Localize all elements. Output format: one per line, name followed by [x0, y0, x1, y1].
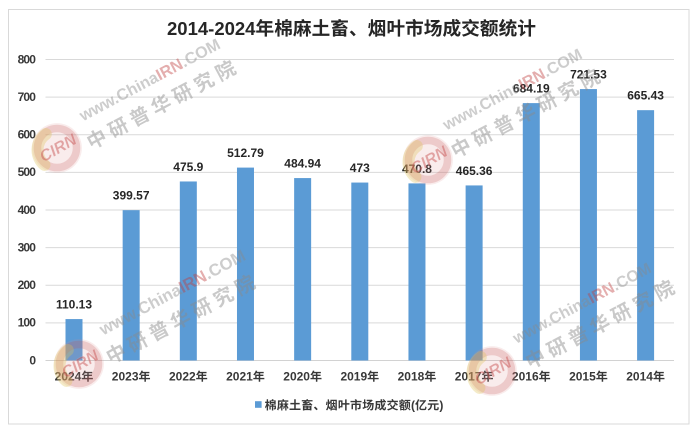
svg-text:600: 600	[18, 128, 37, 142]
svg-text:400: 400	[18, 203, 37, 217]
svg-text:110.13: 110.13	[56, 298, 92, 312]
svg-text:484.94: 484.94	[284, 157, 321, 171]
svg-text:684.19: 684.19	[513, 82, 550, 96]
svg-text:100: 100	[18, 316, 37, 330]
svg-text:300: 300	[18, 240, 37, 254]
svg-text:2018: 2018	[398, 370, 425, 384]
svg-text:665.43: 665.43	[627, 89, 664, 103]
svg-text:721.53: 721.53	[570, 68, 607, 82]
svg-text:2021: 2021	[226, 370, 253, 384]
svg-text:800: 800	[18, 52, 37, 66]
svg-text:700: 700	[18, 90, 37, 104]
svg-text:2014-2024: 2014-2024	[167, 18, 256, 39]
svg-text:2015: 2015	[569, 370, 596, 384]
svg-text:200: 200	[18, 278, 37, 292]
svg-text:465.36: 465.36	[456, 164, 493, 178]
svg-text:500: 500	[18, 165, 37, 179]
svg-text:2016: 2016	[512, 370, 539, 384]
svg-text:): )	[439, 398, 443, 412]
svg-text:(: (	[411, 398, 415, 412]
svg-text:2020: 2020	[283, 370, 310, 384]
svg-text:0: 0	[29, 353, 36, 367]
svg-text:2019: 2019	[340, 370, 367, 384]
svg-text:2014: 2014	[626, 370, 653, 384]
svg-text:512.79: 512.79	[227, 146, 264, 160]
svg-text:2023: 2023	[112, 370, 139, 384]
svg-text:475.9: 475.9	[173, 160, 203, 174]
svg-text:473: 473	[350, 161, 370, 175]
svg-text:399.57: 399.57	[113, 189, 150, 203]
svg-text:2022: 2022	[169, 370, 196, 384]
